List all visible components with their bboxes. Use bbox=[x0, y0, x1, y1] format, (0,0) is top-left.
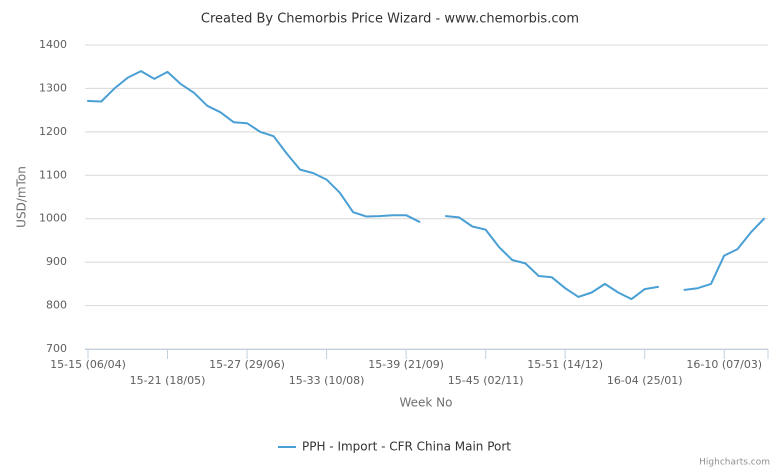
x-tick-label: 15-21 (18/05) bbox=[130, 374, 206, 387]
x-tick-label: 15-39 (21/09) bbox=[368, 358, 444, 371]
y-tick-label: 1300 bbox=[39, 81, 67, 94]
y-tick-label: 1200 bbox=[39, 125, 67, 138]
y-tick-label: 1100 bbox=[39, 168, 67, 181]
x-tick-label: 15-15 (06/04) bbox=[50, 358, 126, 371]
line-series bbox=[87, 70, 765, 301]
chart-title: Created By Chemorbis Price Wizard - www.… bbox=[201, 12, 579, 27]
x-tick-label: 16-10 (07/03) bbox=[686, 358, 762, 371]
legend-label: PPH - Import - CFR China Main Port bbox=[302, 440, 511, 454]
x-tick-label: 15-33 (10/08) bbox=[289, 374, 365, 387]
x-tick-label: 16-04 (25/01) bbox=[607, 374, 683, 387]
x-tick-label: 15-27 (29/06) bbox=[209, 358, 285, 371]
credits: Highcharts.com bbox=[699, 458, 770, 468]
y-tick-label: 900 bbox=[46, 255, 67, 268]
x-tick-label: 15-51 (14/12) bbox=[527, 358, 603, 371]
y-axis-title: USD/mTon bbox=[15, 166, 29, 228]
y-tick-label: 700 bbox=[46, 342, 67, 355]
x-axis-title: Week No bbox=[399, 396, 452, 410]
y-tick-label: 1400 bbox=[39, 38, 67, 51]
x-tick-label: 15-45 (02/11) bbox=[448, 374, 524, 387]
y-tick-label: 800 bbox=[46, 299, 67, 312]
y-tick-label: 1000 bbox=[39, 212, 67, 225]
